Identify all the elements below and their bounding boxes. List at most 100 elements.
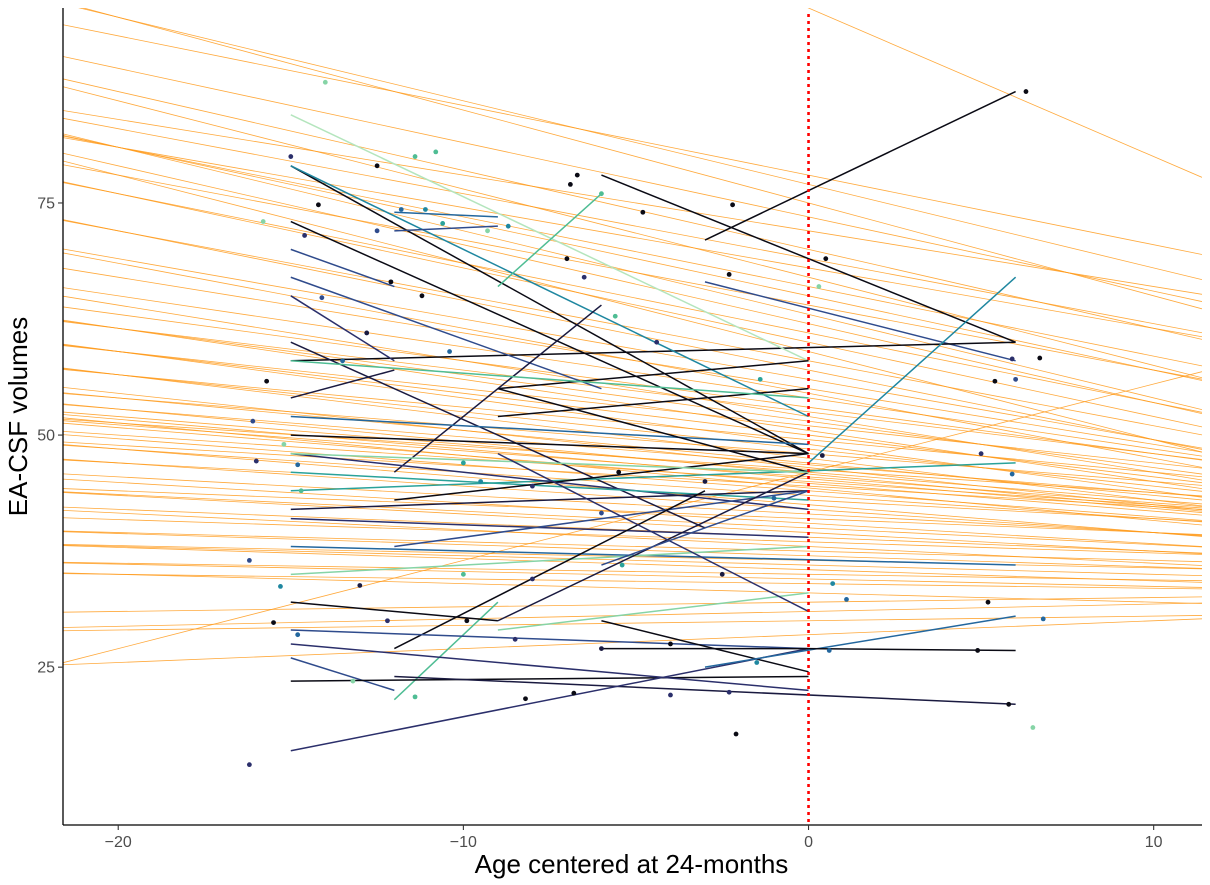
population-line-44: [63, 414, 1202, 513]
data-point-72: [668, 641, 673, 647]
subject-line-6: [290, 165, 809, 418]
population-line-47: [63, 441, 1202, 510]
data-point-18: [505, 223, 511, 229]
data-point-59: [460, 571, 466, 577]
population-line-55: [63, 488, 1202, 535]
data-point-8: [567, 181, 573, 187]
subject-line-5: [290, 165, 809, 455]
subject-line-31: [290, 545, 1016, 566]
data-point-75: [975, 648, 981, 653]
population-line-24: [63, 287, 1202, 457]
data-point-63: [830, 581, 836, 587]
x-tick-label: −20: [105, 834, 132, 851]
subject-line-51: [601, 490, 809, 566]
data-point-45: [298, 488, 304, 494]
data-point-52: [771, 495, 777, 501]
x-axis-title: Age centered at 24-months: [475, 849, 789, 879]
data-point-36: [264, 378, 270, 384]
data-point-22: [823, 256, 829, 262]
data-point-2: [322, 79, 328, 85]
population-line-4: [82, 8, 1202, 310]
population-line-18: [63, 160, 1202, 453]
data-point-57: [278, 583, 283, 589]
population-line-59: [63, 506, 1202, 554]
data-point-17: [485, 228, 490, 234]
population-line-26: [63, 321, 1202, 460]
subject-line-28: [290, 490, 809, 511]
subject-line-1: [704, 90, 1016, 241]
population-lines: [63, 8, 1202, 666]
data-point-28: [319, 295, 325, 301]
population-line-39: [63, 386, 1202, 511]
subject-line-17: [497, 387, 809, 418]
data-point-48: [530, 483, 535, 489]
data-point-71: [599, 646, 604, 652]
data-point-81: [668, 692, 673, 698]
population-line-35: [63, 393, 1202, 486]
y-axis-title: EA-CSF volumes: [3, 317, 33, 516]
data-point-83: [733, 731, 739, 737]
data-point-82: [726, 689, 732, 695]
data-point-77: [350, 678, 356, 684]
data-point-78: [412, 694, 418, 700]
population-line-2: [78, 8, 1202, 281]
subject-line-35: [393, 601, 499, 701]
population-line-62: [63, 530, 1202, 563]
data-point-60: [530, 576, 535, 582]
data-point-3: [288, 154, 294, 159]
population-line-33: [63, 343, 1202, 498]
data-point-35: [340, 358, 345, 364]
population-line-73: [63, 615, 1202, 632]
data-point-39: [816, 284, 822, 289]
data-point-23: [564, 256, 570, 262]
data-point-9: [599, 191, 604, 197]
population-line-69: [63, 573, 1202, 590]
subject-line-43: [290, 647, 809, 752]
population-line-23: [63, 252, 1202, 468]
subject-line-44: [704, 615, 1016, 668]
subject-line-49: [290, 452, 809, 473]
data-point-67: [295, 632, 301, 638]
subject-line-20: [290, 415, 809, 446]
population-line-71: [63, 596, 1202, 613]
data-point-66: [271, 620, 276, 626]
data-point-41: [253, 458, 259, 464]
data-point-54: [1009, 471, 1015, 477]
data-point-70: [512, 636, 518, 642]
population-line-63: [63, 531, 1202, 569]
data-point-37: [992, 378, 998, 384]
data-point-7: [574, 172, 580, 178]
subject-line-32: [290, 545, 809, 576]
population-line-66: [63, 545, 1202, 583]
x-tick-label: 0: [804, 834, 813, 851]
data-point-30: [364, 330, 370, 336]
subject-line-24: [290, 434, 809, 455]
data-point-10: [640, 209, 646, 215]
subject-line-34: [394, 490, 706, 650]
population-line-14: [63, 133, 1202, 411]
subject-line-40: [290, 675, 809, 682]
subject-line-8: [394, 211, 498, 218]
population-line-21: [63, 248, 1202, 449]
population-line-50: [63, 444, 1202, 523]
population-line-16: [63, 182, 1202, 413]
data-point-31: [654, 339, 660, 345]
data-point-47: [478, 479, 484, 484]
population-line-37: [63, 392, 1202, 501]
subject-line-29: [290, 517, 809, 538]
x-tick-label: −10: [450, 834, 477, 851]
data-point-49: [616, 469, 622, 475]
subject-line-16: [497, 360, 809, 390]
y-tick-label: 50: [37, 428, 55, 445]
subject-line-23: [497, 387, 809, 473]
subject-line-26: [290, 471, 809, 501]
subject-line-48: [808, 647, 1016, 652]
data-point-34: [1009, 356, 1015, 362]
data-point-11: [730, 202, 735, 208]
data-point-61: [619, 562, 625, 568]
data-point-53: [978, 451, 984, 457]
population-line-3: [63, 24, 1202, 255]
population-line-67: [63, 561, 1202, 582]
subject-line-27: [394, 452, 809, 501]
